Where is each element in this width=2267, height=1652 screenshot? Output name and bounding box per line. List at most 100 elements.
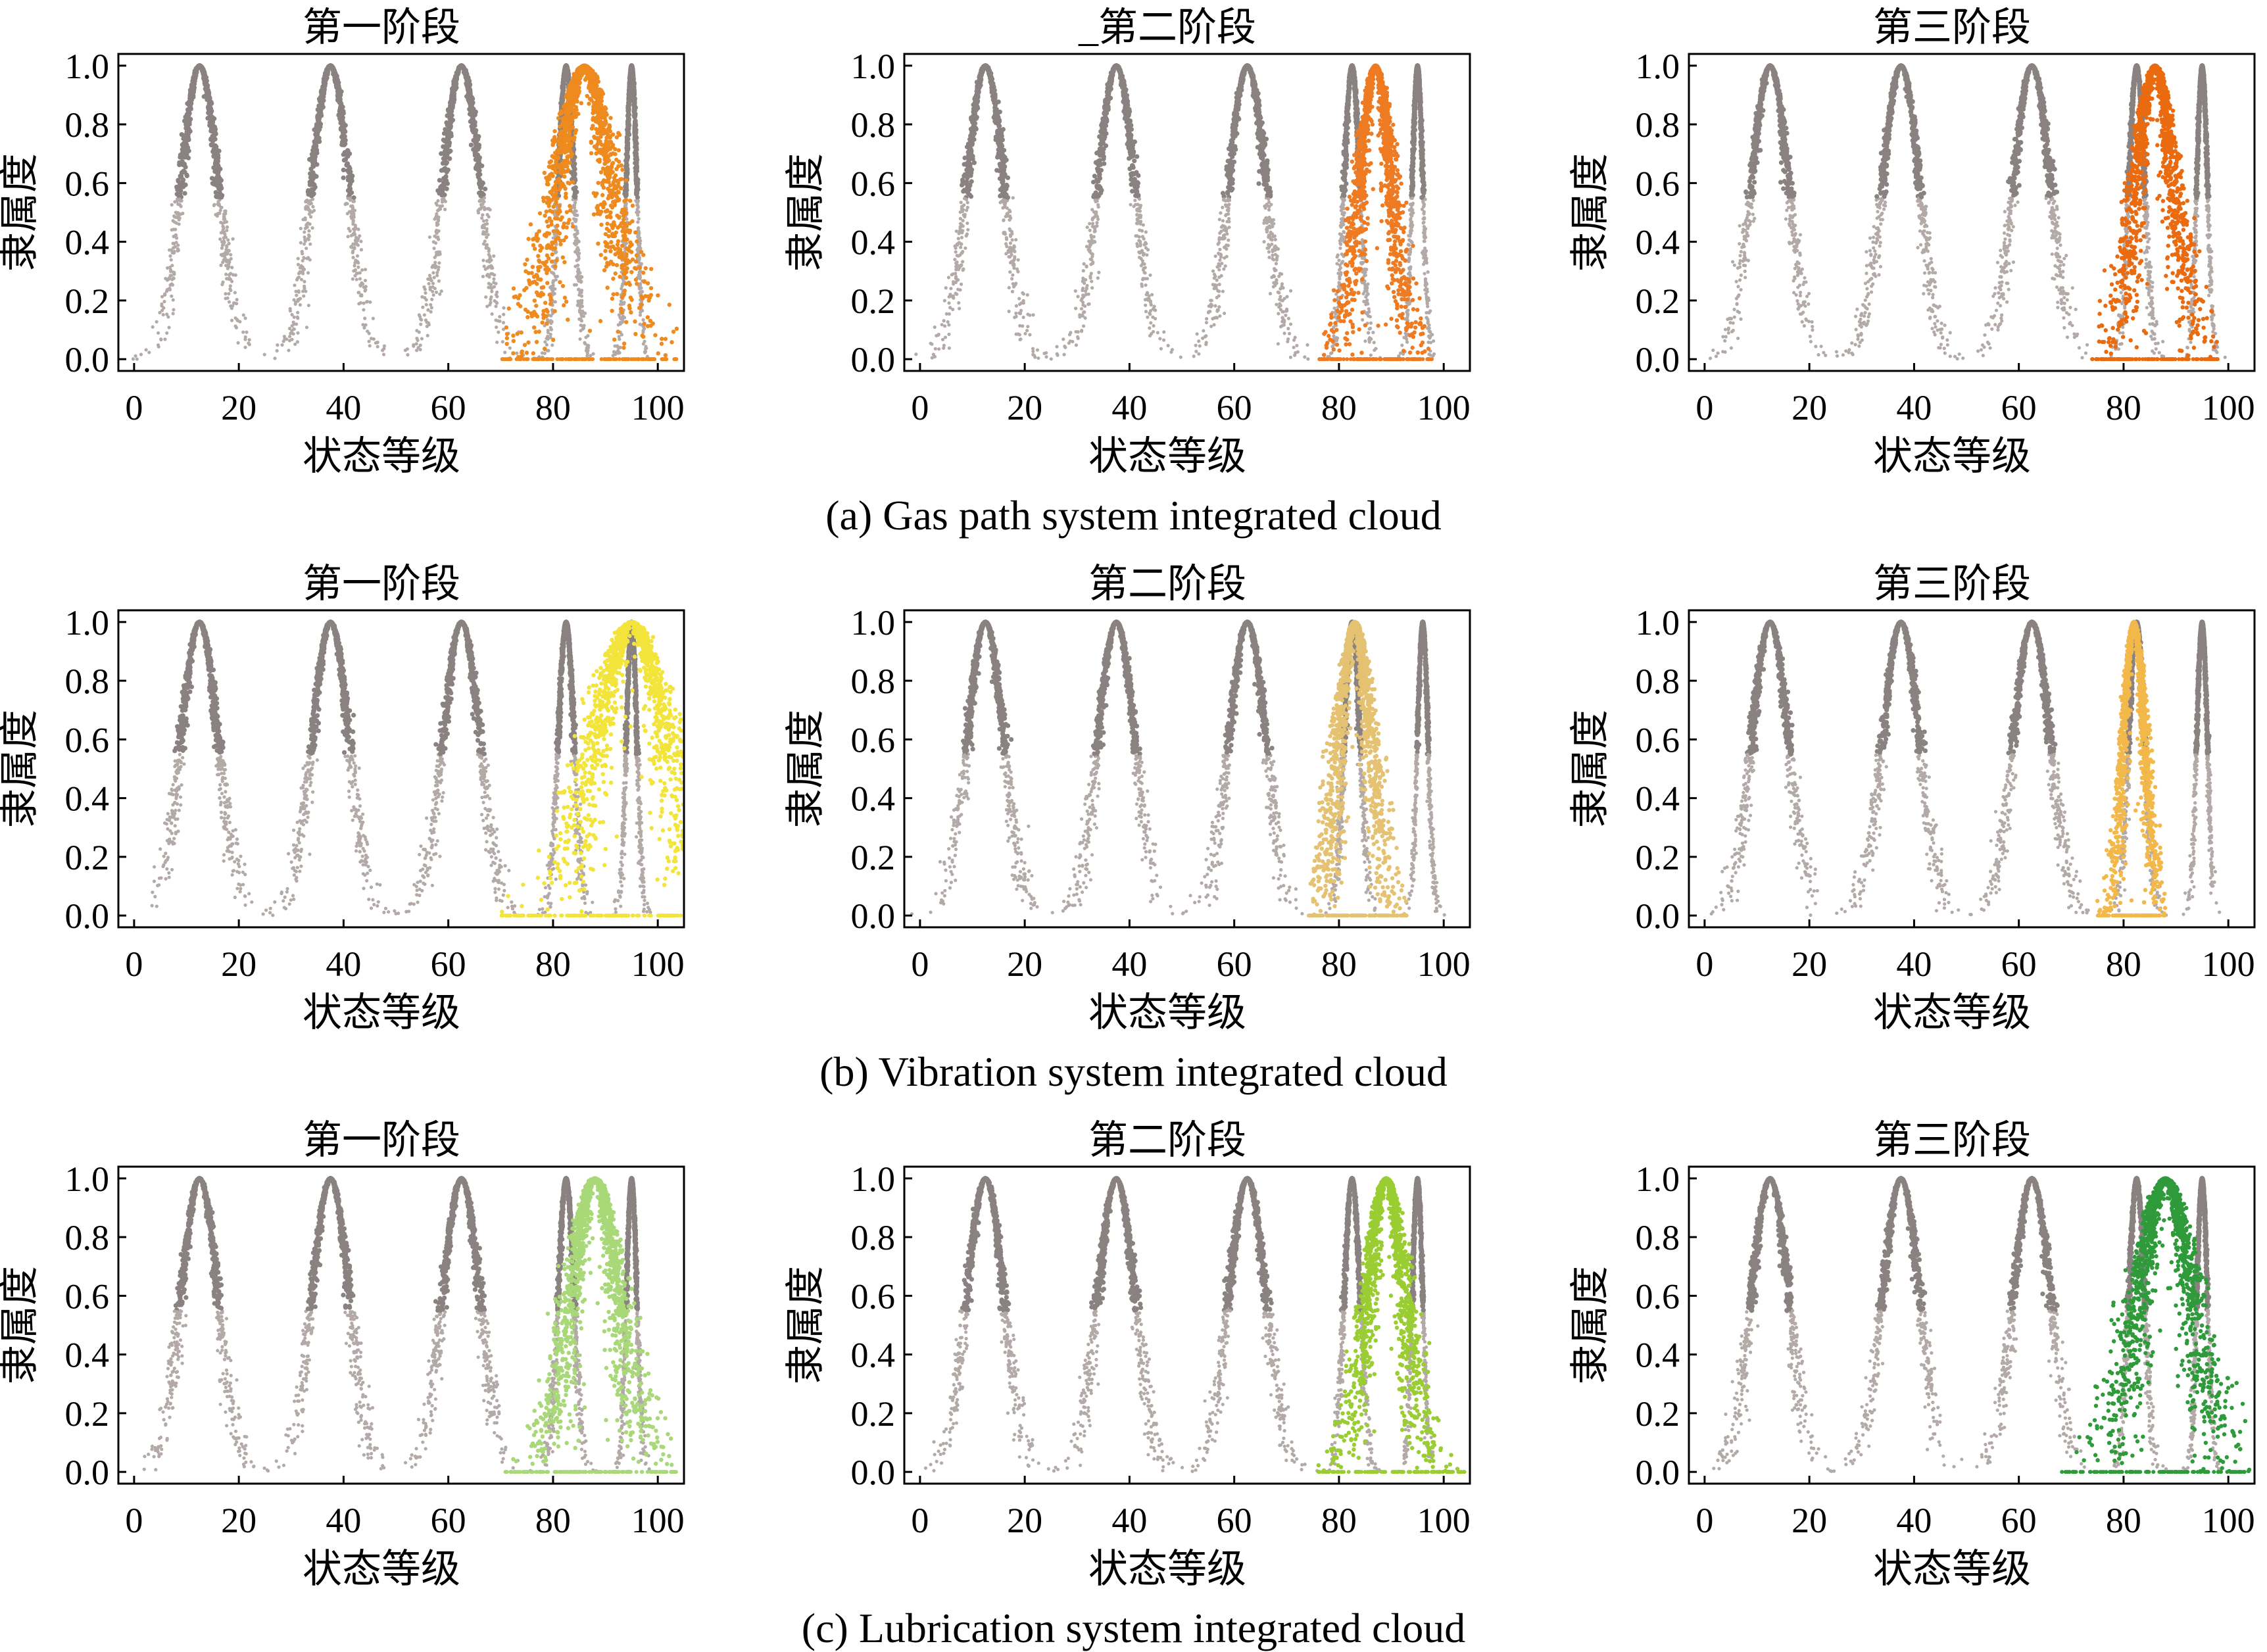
cloud-drop [243, 337, 247, 341]
cloud-drop [174, 236, 179, 240]
cloud-drop [147, 351, 151, 354]
cloud-drop [420, 295, 424, 299]
cloud-drop [307, 212, 311, 216]
cloud-drop [179, 205, 183, 208]
cloud-drop [233, 324, 237, 328]
cloud-drop [438, 191, 443, 196]
cloud-drop [485, 206, 489, 211]
cloud-drop [467, 94, 472, 99]
cloud-drop [351, 204, 354, 208]
cloud-drop [490, 289, 494, 293]
cloud-drop [465, 83, 470, 88]
cloud-drop [359, 293, 364, 297]
cloud-drop [441, 199, 445, 203]
cloud-drop [288, 309, 293, 313]
cloud-drop [352, 199, 356, 203]
cloud-drop [444, 151, 449, 157]
cloud-drop [222, 241, 226, 245]
cloud-drop [575, 252, 579, 256]
cloud-drop [534, 233, 539, 239]
cloud-drop [301, 218, 305, 222]
cloud-drop [314, 135, 319, 141]
cloud-drop [159, 337, 163, 342]
cloud-drop [575, 264, 580, 268]
cloud-drop [170, 294, 174, 298]
integrated-cloud [500, 63, 679, 362]
cloud-drop [229, 289, 233, 293]
cloud-drop [481, 213, 485, 217]
cloud-drop [165, 331, 169, 335]
cloud-drop [304, 207, 308, 211]
cloud-drop [633, 152, 639, 157]
cloud-drop [172, 270, 176, 275]
cloud-drop [559, 97, 564, 103]
cloud-drop [555, 274, 559, 278]
cloud-drop [227, 273, 232, 277]
cloud-drop [635, 281, 639, 286]
cloud-drop [548, 332, 552, 337]
cloud-drop [296, 310, 300, 314]
cloud-drop [550, 337, 556, 343]
cloud-drop [295, 322, 299, 326]
cloud-drop [340, 142, 345, 147]
cloud-drop [572, 195, 577, 200]
cloud-drop [354, 272, 358, 276]
cloud-drop [340, 118, 345, 123]
cloud-drop [168, 286, 172, 291]
cloud-drop [479, 183, 484, 188]
cloud-drop [363, 278, 368, 283]
cloud-drop [303, 279, 306, 283]
cloud-drop [489, 272, 493, 276]
cloud-drop [306, 271, 310, 275]
cloud-drop [485, 218, 489, 222]
cloud-drop [615, 344, 619, 348]
cloud-drop [176, 193, 182, 198]
cloud-drop [421, 305, 425, 309]
cloud-drop [437, 229, 441, 233]
cloud-drop [352, 231, 356, 235]
cloud-drop [181, 211, 185, 216]
cloud-drop [317, 108, 322, 113]
cloud-drop [169, 248, 174, 252]
cloud-drop [382, 344, 387, 348]
cloud-drop [176, 178, 181, 183]
cloud-drop [443, 207, 447, 211]
cloud-drop [222, 220, 226, 224]
cloud-drop [579, 101, 584, 106]
cloud-drop [367, 339, 371, 343]
cloud-drop [361, 323, 365, 327]
cloud-drop [287, 335, 292, 339]
cloud-drop [615, 350, 619, 354]
cloud-drop [243, 316, 247, 320]
cloud-drop [376, 345, 379, 349]
cloud-drop [358, 277, 362, 281]
cloud-drop [304, 289, 308, 293]
cloud-drop [489, 301, 493, 304]
cloud-drop [426, 321, 431, 325]
cloud-drop [435, 223, 439, 227]
cloud-drop [573, 201, 577, 205]
cloud-drop [624, 136, 630, 142]
cloud-drop [351, 195, 356, 201]
cloud-drop [228, 284, 232, 288]
cloud-drop [631, 76, 636, 81]
cloud-drop [562, 65, 568, 71]
cloud-drop [281, 339, 285, 343]
cloud-drop [225, 225, 230, 229]
cloud-drop [638, 273, 642, 278]
cloud-drop [216, 199, 220, 204]
cloud-drop [212, 137, 218, 142]
cloud-drop [478, 199, 482, 203]
cloud-drop [436, 208, 440, 212]
cloud-drop [486, 272, 490, 276]
cloud-drop [622, 184, 628, 189]
cloud-drop [536, 268, 541, 273]
cloud-drop [316, 122, 321, 128]
cloud-drop [345, 148, 351, 153]
cloud-drop [434, 290, 439, 295]
cloud-drop [353, 208, 357, 212]
cloud-drop [214, 194, 220, 199]
cloud-drop [221, 260, 225, 264]
cloud-drop [230, 266, 234, 270]
